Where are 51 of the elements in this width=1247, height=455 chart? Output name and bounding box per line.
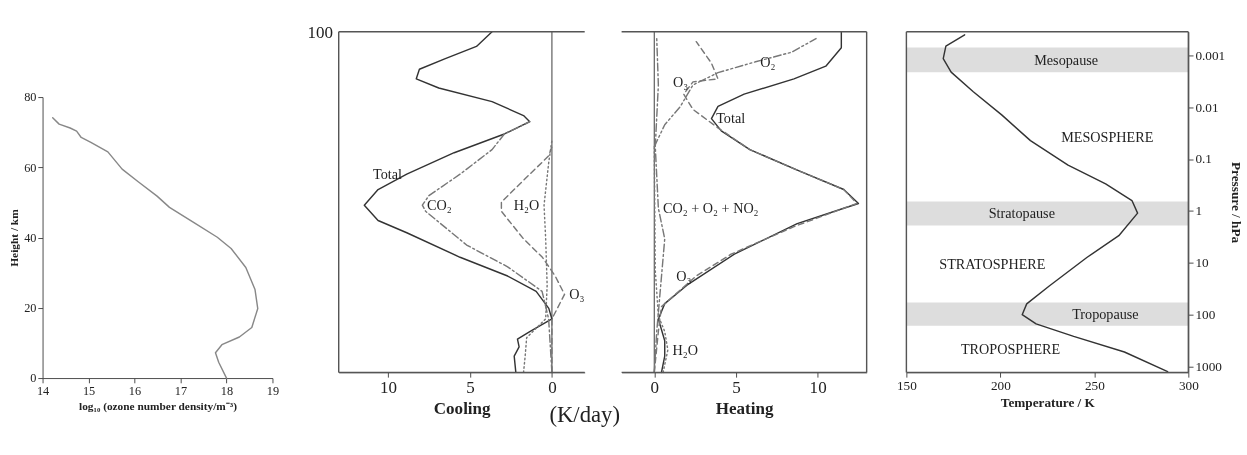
- y-tick-label: 100: [1195, 306, 1216, 322]
- annotation: O₃: [676, 267, 692, 284]
- annotation: Total: [373, 165, 403, 182]
- annotation: O₃: [673, 73, 689, 90]
- x-tick-label: 300: [1178, 377, 1200, 393]
- x-tick-label: 10: [379, 377, 397, 397]
- x-axis-title: Cooling: [433, 398, 492, 418]
- annotation: STRATOSPHERE: [939, 255, 1046, 272]
- y-tick-label: 0.01: [1195, 99, 1219, 115]
- annotation: H₂O: [672, 341, 699, 358]
- y-tick-label: 40: [24, 230, 37, 245]
- x-tick-label: 19: [266, 383, 280, 398]
- x-tick-label: 18: [220, 383, 234, 398]
- x-tick-label: 200: [990, 377, 1012, 393]
- annotation: Total: [716, 110, 746, 127]
- x-tick-label: 17: [174, 383, 188, 398]
- y-tick-label: 0.1: [1195, 151, 1212, 167]
- y-axis-title: Pressure / hPa: [1228, 162, 1244, 244]
- annotation: O₃: [569, 286, 585, 303]
- band-label: Tropopause: [1072, 305, 1139, 322]
- y-tick-label: 80: [24, 90, 37, 105]
- annotation: O₂: [760, 53, 776, 70]
- text: 100: [307, 23, 334, 43]
- annotation: CO₂: [427, 196, 452, 213]
- y-tick-label: 10: [1195, 255, 1210, 271]
- annotation: CO₂ + O₂ + NO₂: [663, 199, 759, 216]
- y-tick-label: 0.001: [1195, 47, 1226, 63]
- x-tick-label: 15: [82, 383, 96, 398]
- band-label: Stratopause: [988, 205, 1055, 222]
- y-tick-label: 60: [24, 160, 37, 175]
- annotation: TROPOSPHERE: [960, 340, 1061, 357]
- x-tick-label: 14: [36, 383, 50, 398]
- x-axis-title: Heating: [715, 398, 774, 418]
- x-axis-title: Temperature / K: [1000, 394, 1096, 410]
- x-tick-label: 150: [896, 377, 918, 393]
- x-tick-label: 0: [548, 377, 557, 397]
- x-tick-label: 10: [809, 377, 827, 397]
- band-label: Mesopause: [1034, 51, 1099, 68]
- x-tick-label: 250: [1084, 377, 1106, 393]
- y-tick-label: 1000: [1195, 358, 1223, 374]
- annotation: MESOSPHERE: [1061, 128, 1154, 145]
- y-axis-title: Height / km: [7, 208, 20, 267]
- y-tick-label: 1: [1195, 203, 1203, 219]
- x-tick-label: 0: [650, 377, 660, 397]
- x-tick-label: 5: [466, 377, 475, 397]
- x-tick-label: 16: [128, 383, 142, 398]
- x-axis-title: log₁₀ (ozone number density/m⁻³): [79, 399, 238, 413]
- text: (K/day): [549, 401, 620, 427]
- annotation: H₂O: [513, 196, 540, 213]
- x-tick-label: 5: [732, 377, 741, 397]
- y-tick-label: 20: [24, 301, 37, 316]
